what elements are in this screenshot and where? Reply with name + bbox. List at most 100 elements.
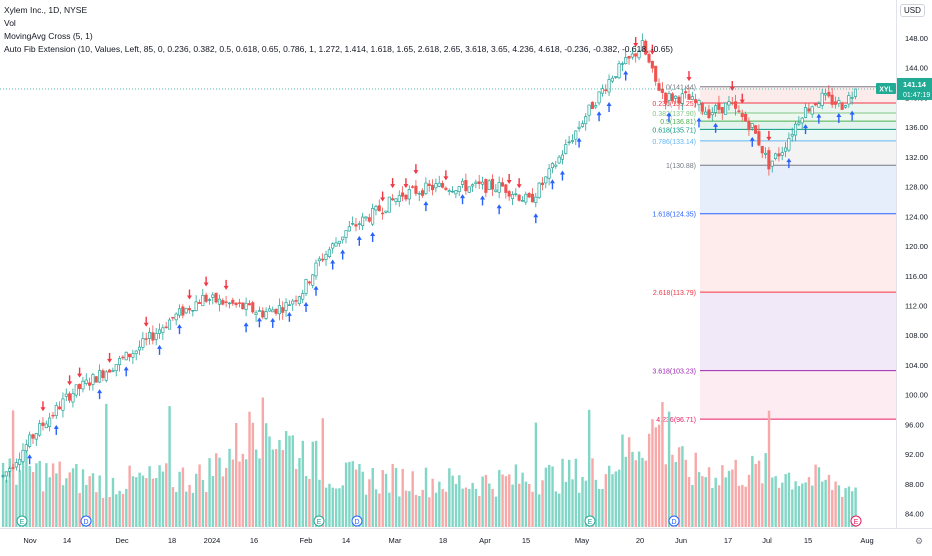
volume-bar: [711, 487, 714, 527]
volume-bar: [501, 474, 504, 527]
fib-extension-indicator-label[interactable]: Auto Fib Extension (10, Values, Left, 85…: [4, 44, 673, 54]
candle-body: [587, 104, 591, 116]
event-marker: [80, 515, 92, 527]
volume-bar: [5, 479, 8, 527]
candle-body: [833, 101, 838, 105]
price-axis-tick: 144.00: [905, 64, 928, 73]
volume-bar: [105, 403, 108, 527]
volume-bar: [797, 485, 801, 527]
volume-bar: [458, 475, 461, 527]
volume-series: [1, 397, 857, 527]
price-chart[interactable]: 0(141.44) 0.236(139.25) 0.382(137.90)0.5(1…: [0, 0, 896, 528]
volume-bar: [751, 455, 754, 527]
volume-bar: [631, 451, 634, 527]
ma-cross-up-arrow-head: [596, 111, 602, 116]
volume-bar: [334, 488, 338, 527]
candle-body: [274, 308, 278, 314]
volume-bar: [754, 463, 757, 527]
candle-body: [141, 338, 145, 348]
time-axis[interactable]: Nov 14 Dec 18 2024 16 Feb 14 Mar 18 Apr 15 May 20 Jun 1…: [0, 528, 932, 551]
volume-bar: [221, 476, 225, 527]
volume-bar: [674, 462, 677, 527]
fib-zone: [700, 165, 896, 214]
candle-body: [427, 183, 431, 187]
candle-body: [244, 302, 248, 310]
candle-body: [384, 210, 388, 213]
candle-body: [157, 329, 162, 334]
price-axis-tick: 136.00: [905, 123, 928, 132]
volume-bar: [531, 491, 534, 527]
volume-bar: [634, 460, 637, 527]
price-axis[interactable]: 148.00144.00140.00136.00132.00128.00124.…: [896, 0, 932, 528]
candle-body: [431, 184, 435, 191]
volume-bar: [404, 490, 408, 527]
candle-body: [441, 183, 445, 188]
candle-body: [201, 294, 205, 307]
event-marker: [850, 515, 862, 527]
volume-bar: [524, 481, 528, 527]
candle-body: [187, 308, 192, 311]
chart-area[interactable]: 0(141.44) 0.236(139.25) 0.382(137.90) 0.5(1…: [0, 0, 896, 528]
time-axis-tick: Jun: [675, 536, 687, 545]
ma-cross-indicator-label[interactable]: MovingAvg Cross (5, 1): [4, 31, 93, 41]
volume-bar: [274, 449, 278, 527]
candle-body: [607, 79, 611, 93]
candle-body: [630, 53, 634, 58]
candle-body: [237, 302, 241, 304]
candle-body: [697, 100, 701, 106]
settings-gear-icon[interactable]: ⚙: [914, 536, 924, 546]
candle-body: [151, 332, 155, 341]
price-axis-tick: 92.00: [905, 450, 924, 459]
time-axis-tick: 14: [342, 536, 350, 545]
last-price-badge: [897, 77, 932, 100]
candle-body: [797, 122, 801, 125]
ma-cross-down-arrow-head: [506, 179, 512, 184]
volume-bar: [35, 463, 38, 527]
volume-bar: [594, 479, 598, 527]
volume-bar: [28, 465, 31, 527]
volume-bar: [344, 462, 348, 527]
volume-bar: [55, 473, 58, 527]
volume-bar: [191, 492, 195, 527]
candle-body: [634, 53, 638, 57]
event-marker-letter: E: [317, 519, 322, 526]
candle-body: [800, 117, 804, 124]
ma-cross-up-arrow-head: [496, 204, 502, 209]
time-axis-tick: Apr: [479, 536, 491, 545]
volume-bar: [684, 459, 687, 527]
candle-body: [404, 194, 408, 200]
volume-bar: [644, 460, 647, 527]
candle-body: [494, 189, 498, 192]
candle-body: [217, 298, 222, 305]
currency-label[interactable]: USD: [900, 4, 925, 17]
candle-body: [264, 311, 268, 319]
candle-body: [81, 380, 85, 390]
candle-body: [734, 101, 738, 109]
candle-body: [644, 40, 648, 55]
volume-bar: [554, 491, 558, 527]
symbol-title[interactable]: Xylem Inc., 1D, NYSE: [4, 5, 88, 15]
volume-bar: [358, 463, 361, 527]
candle-body: [251, 302, 255, 313]
volume-bar: [744, 486, 747, 527]
ma-cross-up-arrow-head: [786, 158, 792, 163]
volume-bar: [454, 483, 458, 527]
volume-bar: [534, 422, 538, 527]
volume-bar: [737, 485, 741, 527]
candle-body: [321, 258, 325, 261]
time-axis-tick: 2024: [204, 536, 221, 545]
candle-body: [144, 338, 148, 340]
candle-body: [614, 76, 618, 78]
candle-body: [627, 55, 631, 59]
volume-bar: [621, 434, 624, 527]
ma-cross-down-arrow-head: [686, 77, 692, 82]
volume-bar: [821, 481, 824, 527]
volume-bar: [198, 464, 201, 527]
volume-bar: [228, 448, 231, 527]
volume-bar: [851, 491, 854, 527]
volume-bar: [238, 461, 241, 527]
time-axis-tick: Nov: [23, 536, 37, 545]
volume-indicator-label[interactable]: Vol: [4, 18, 16, 28]
candle-body: [8, 468, 12, 472]
candle-body: [710, 112, 714, 116]
